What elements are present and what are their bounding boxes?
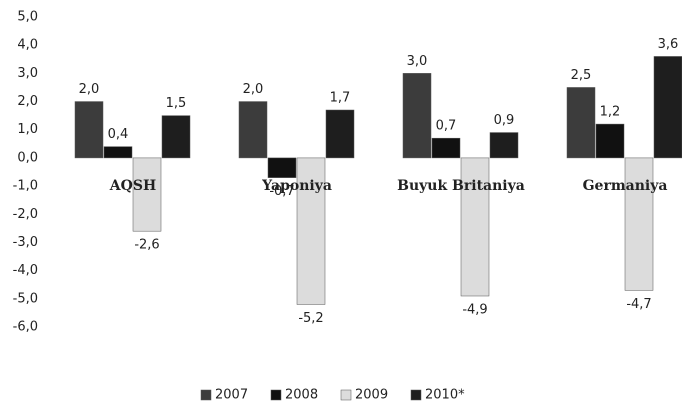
bar <box>566 87 596 159</box>
data-label: -0,7 <box>269 184 294 199</box>
y-tick-label: -5,0 <box>13 291 38 306</box>
data-label: 2,5 <box>571 68 592 83</box>
bar <box>460 157 490 297</box>
bar <box>431 137 461 159</box>
data-label: 0,7 <box>436 119 457 134</box>
x-tick-label: Buyuk Britaniya <box>397 178 525 194</box>
legend-swatch <box>340 389 352 401</box>
y-tick-label: -3,0 <box>13 235 38 250</box>
bar <box>267 157 297 178</box>
legend-swatch <box>270 389 282 401</box>
y-tick-label: 1,0 <box>17 122 38 137</box>
data-label: 1,2 <box>600 105 621 120</box>
x-tick-label: Germaniya <box>583 178 668 194</box>
legend-swatch <box>410 389 422 401</box>
bar <box>489 132 519 159</box>
y-tick-label: 3,0 <box>17 66 38 81</box>
bar <box>402 73 432 159</box>
data-label: 0,9 <box>494 113 515 128</box>
y-tick-label: 4,0 <box>17 38 38 53</box>
bar <box>325 109 355 159</box>
bar <box>132 157 162 232</box>
bar <box>161 115 191 159</box>
bar <box>624 157 654 291</box>
x-tick-label: AQSH <box>109 178 156 194</box>
y-tick-label: -4,0 <box>13 263 38 278</box>
data-label: 1,5 <box>166 96 187 111</box>
data-label: 2,0 <box>243 82 264 97</box>
legend-label: 2009 <box>355 388 388 403</box>
data-label: -2,6 <box>134 238 159 253</box>
y-tick-label: -1,0 <box>13 179 38 194</box>
bar <box>103 146 133 159</box>
y-tick-label: -6,0 <box>13 320 38 335</box>
data-label: -4,7 <box>626 297 651 312</box>
y-tick-label: 2,0 <box>17 94 38 109</box>
bar <box>74 101 104 159</box>
data-label: 3,6 <box>658 37 679 52</box>
bar <box>238 101 268 159</box>
y-tick-label: -2,0 <box>13 207 38 222</box>
legend-swatch <box>200 389 212 401</box>
bar <box>296 157 326 305</box>
data-label: -5,2 <box>298 311 323 326</box>
data-label: 3,0 <box>407 54 428 69</box>
legend-label: 2010* <box>425 388 465 403</box>
y-tick-label: 5,0 <box>17 10 38 25</box>
bar <box>653 56 682 159</box>
y-tick-label: 0,0 <box>17 150 38 165</box>
data-label: 2,0 <box>79 82 100 97</box>
x-tick-label: Yaponiya <box>261 178 332 194</box>
bar <box>595 123 625 159</box>
data-label: 1,7 <box>330 91 351 106</box>
legend-label: 2008 <box>285 388 318 403</box>
data-label: 0,4 <box>108 127 129 142</box>
legend-label: 2007 <box>215 388 248 403</box>
data-label: -4,9 <box>462 303 487 318</box>
